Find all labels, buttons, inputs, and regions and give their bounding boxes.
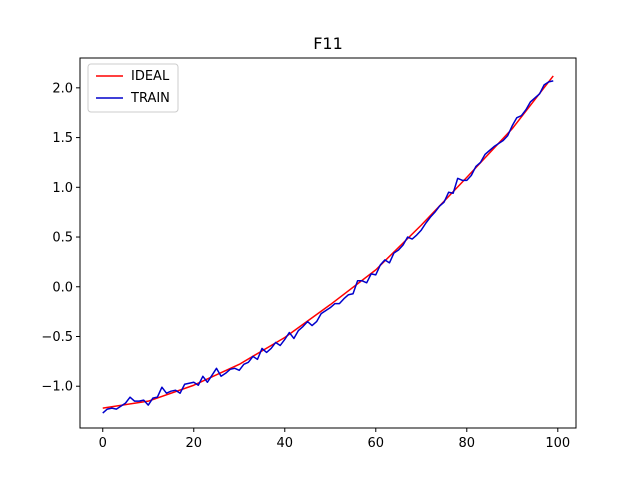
legend-label-ideal: IDEAL: [131, 69, 170, 84]
y-tick-label: −1.0: [41, 380, 73, 395]
x-tick-label: 60: [368, 436, 385, 451]
series-lines: [102, 75, 554, 414]
x-tick-label: 80: [459, 436, 476, 451]
y-tick-label: 1.5: [52, 131, 73, 146]
y-axis: −1.0 −0.5 0.0 0.5 1.0 1.5 2.0: [41, 81, 80, 395]
x-tick-label: 0: [99, 436, 107, 451]
x-tick-label: 100: [545, 436, 570, 451]
y-tick-label: −0.5: [41, 330, 73, 345]
x-axis: 0 20 40 60 80 100: [99, 428, 570, 451]
chart-title: F11: [313, 34, 343, 53]
x-tick-label: 20: [185, 436, 202, 451]
y-tick-label: 0.0: [52, 280, 73, 295]
legend-label-train: TRAIN: [130, 91, 170, 106]
series-line-train: [102, 80, 554, 414]
x-tick-label: 40: [276, 436, 293, 451]
y-tick-label: 0.5: [52, 231, 73, 246]
y-tick-label: 2.0: [52, 81, 73, 96]
axes-frame: [79, 57, 577, 429]
legend: IDEAL TRAIN: [87, 63, 179, 113]
plot-area: [79, 57, 577, 429]
y-tick-label: 1.0: [52, 181, 73, 196]
